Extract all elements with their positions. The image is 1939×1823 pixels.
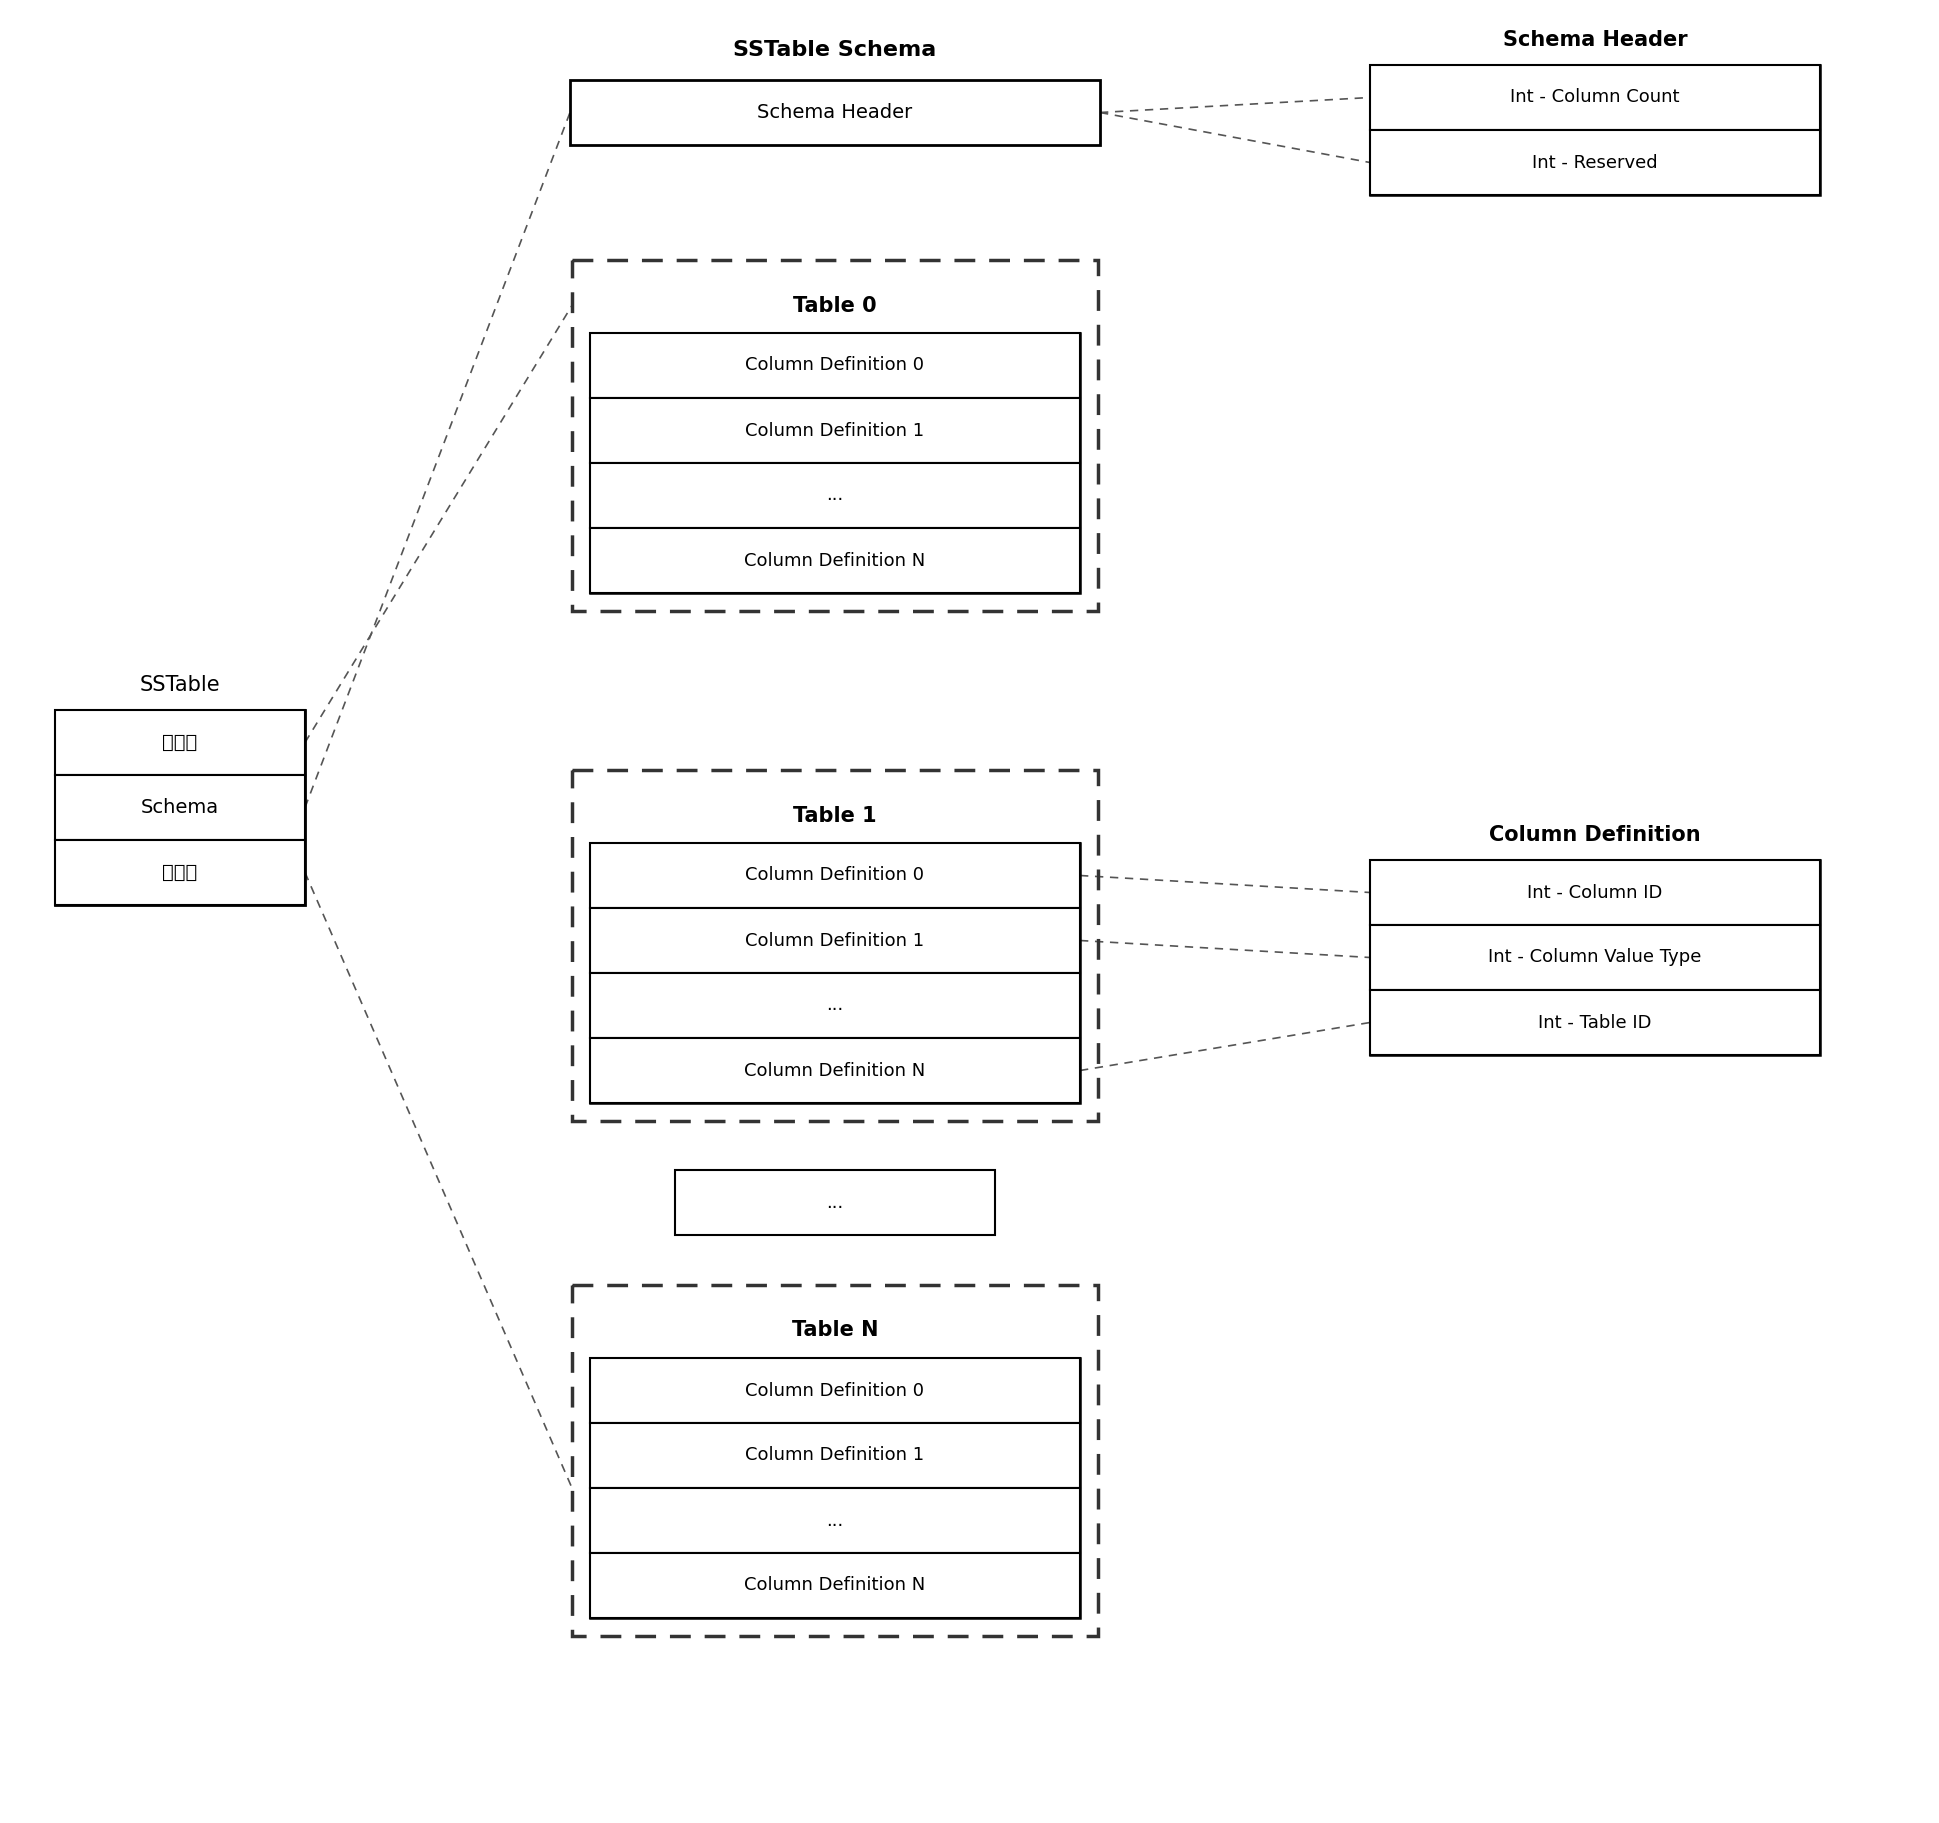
Bar [589,1358,1080,1619]
Bar [572,769,1097,1121]
Bar [570,80,1099,146]
Bar [1369,129,1819,195]
Text: 元数据: 元数据 [163,862,198,882]
Text: SSTable: SSTable [140,675,221,695]
Text: ...: ... [826,487,843,505]
Bar [589,973,1080,1037]
Text: Column Definition N: Column Definition N [745,1061,925,1079]
Bar [54,840,304,904]
Text: Column Definition 1: Column Definition 1 [745,932,925,950]
Text: 行数据: 行数据 [163,733,198,753]
Text: Table N: Table N [791,1320,878,1340]
Text: Column Definition 0: Column Definition 0 [745,357,925,374]
Bar [589,1553,1080,1619]
Text: SSTable Schema: SSTable Schema [733,40,937,60]
Bar [675,1170,995,1234]
Bar [589,1037,1080,1103]
Text: Int - Column Count: Int - Column Count [1509,89,1679,106]
Text: Int - Table ID: Int - Table ID [1538,1014,1650,1032]
Text: Schema Header: Schema Header [1503,29,1687,49]
Text: Column Definition N: Column Definition N [745,552,925,569]
Text: Table 1: Table 1 [793,806,876,826]
Text: Table 0: Table 0 [793,295,876,315]
Text: Column Definition 0: Column Definition 0 [745,866,925,884]
Text: Column Definition 1: Column Definition 1 [745,1446,925,1464]
Bar [589,842,1080,1103]
Bar [1369,860,1819,924]
Bar [589,334,1080,592]
Text: ...: ... [826,997,843,1015]
Text: ...: ... [826,1511,843,1529]
Bar [589,334,1080,397]
Bar [54,775,304,840]
Bar [589,908,1080,973]
Bar [54,709,304,904]
Bar [1369,66,1819,195]
Bar [589,1424,1080,1488]
Text: Schema Header: Schema Header [756,104,911,122]
Bar [1369,860,1819,1056]
Bar [1369,66,1819,129]
Bar [589,842,1080,908]
Bar [54,709,304,775]
Text: Int - Column Value Type: Int - Column Value Type [1487,948,1701,966]
Text: Int - Reserved: Int - Reserved [1532,153,1658,171]
Bar [589,1358,1080,1424]
Text: Column Definition: Column Definition [1489,826,1701,846]
Bar [572,261,1097,611]
Text: Column Definition 1: Column Definition 1 [745,421,925,439]
Text: Column Definition N: Column Definition N [745,1577,925,1595]
Text: Column Definition 0: Column Definition 0 [745,1382,925,1400]
Bar [589,397,1080,463]
Text: Int - Column ID: Int - Column ID [1526,884,1662,902]
Bar [589,1488,1080,1553]
Bar [1369,990,1819,1056]
Bar [1369,924,1819,990]
Bar [572,1285,1097,1635]
Bar [589,529,1080,592]
Text: Schema: Schema [142,798,219,817]
Text: ...: ... [826,1194,843,1212]
Bar [589,463,1080,529]
